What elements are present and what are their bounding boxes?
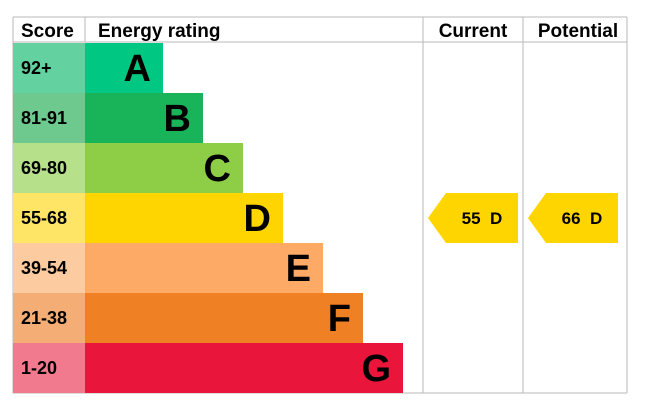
band-letter-a: A	[124, 48, 151, 90]
score-label-g: 1-20	[21, 358, 57, 378]
score-label-d: 55-68	[21, 208, 67, 228]
score-label-c: 69-80	[21, 158, 67, 178]
score-cell-f	[13, 293, 85, 343]
potential-rating-label: 66 D	[562, 209, 603, 228]
header-current: Current	[439, 21, 508, 42]
score-label-e: 39-54	[21, 258, 67, 278]
band-letter-g: G	[361, 348, 391, 390]
current-rating-arrow	[428, 193, 518, 243]
score-label-f: 21-38	[21, 308, 67, 328]
score-cell-c	[13, 143, 85, 193]
rating-markers: 55 D 66 D	[428, 193, 618, 243]
header-score: Score	[21, 21, 74, 42]
header-potential: Potential	[538, 21, 618, 42]
band-letter-e: E	[286, 248, 311, 290]
rating-bands: 92+ A 81-91 B 69-80 C 55-68 D 39-54 E 21-38 F 1-20 G	[13, 43, 403, 393]
score-cell-b	[13, 93, 85, 143]
score-cell-a	[13, 43, 85, 93]
score-cell-g	[13, 343, 85, 393]
band-letter-c: C	[204, 148, 231, 190]
band-bar-e	[85, 243, 323, 293]
score-label-a: 92+	[21, 58, 52, 78]
score-cell-d	[13, 193, 85, 243]
band-letter-b: B	[164, 98, 191, 140]
score-cell-e	[13, 243, 85, 293]
band-bar-a	[85, 43, 163, 93]
band-bar-c	[85, 143, 243, 193]
band-bar-d	[85, 193, 283, 243]
header-energy-rating: Energy rating	[98, 21, 220, 42]
band-letter-f: F	[328, 298, 351, 340]
band-bar-g	[85, 343, 403, 393]
score-label-b: 81-91	[21, 108, 67, 128]
current-rating-label: 55 D	[462, 209, 503, 228]
band-bar-f	[85, 293, 363, 343]
band-letter-d: D	[244, 198, 271, 240]
potential-rating-arrow	[528, 193, 618, 243]
band-bar-b	[85, 93, 203, 143]
